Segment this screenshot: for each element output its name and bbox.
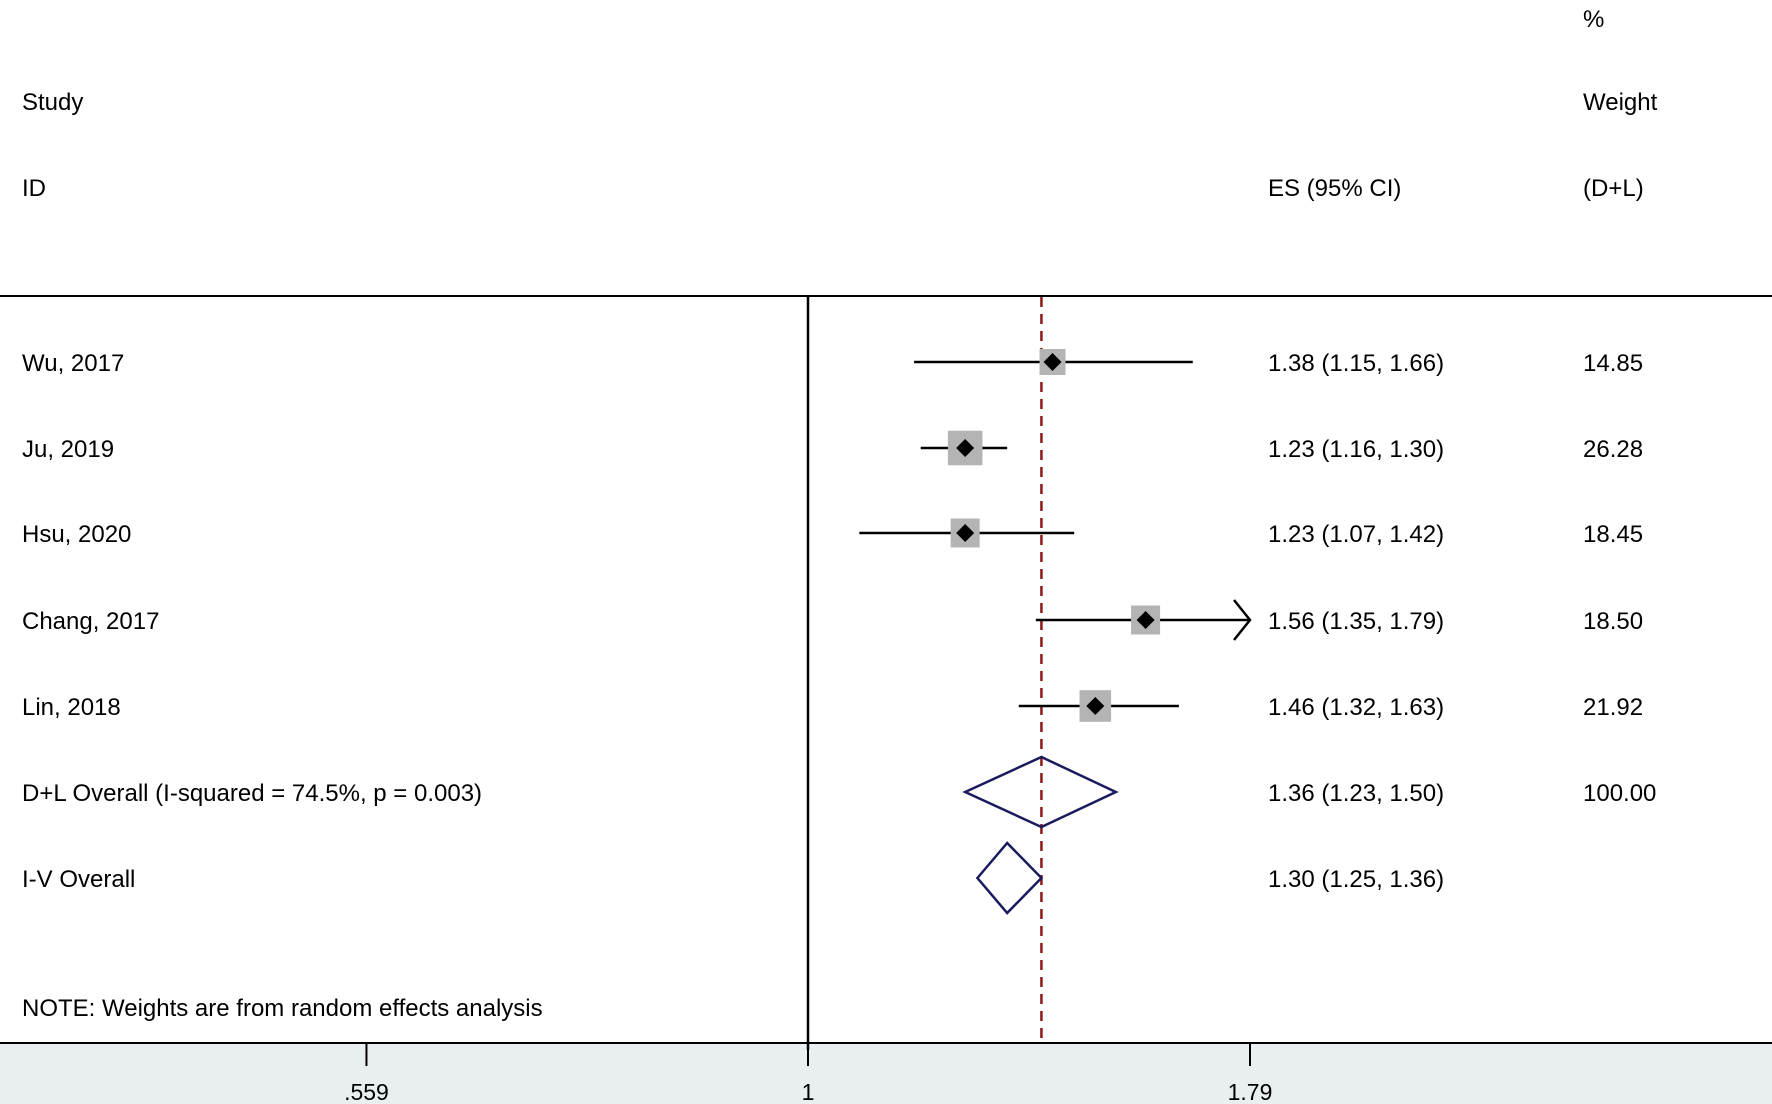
study-point-marker bbox=[1086, 697, 1105, 715]
pooled-diamond bbox=[962, 755, 1119, 829]
x-tick-label: .559 bbox=[344, 1079, 389, 1104]
study-weight-label: 21.92 bbox=[1583, 694, 1643, 721]
study-point-marker bbox=[1136, 611, 1155, 629]
pooled-es-label: 1.36 (1.23, 1.50) bbox=[1268, 780, 1444, 807]
pooled-weight-label: 100.00 bbox=[1583, 780, 1656, 807]
study-es-label: 1.38 (1.15, 1.66) bbox=[1268, 350, 1444, 377]
study-point-marker bbox=[956, 439, 975, 457]
note-text: NOTE: Weights are from random effects an… bbox=[22, 995, 543, 1022]
header-id: ID bbox=[22, 175, 46, 202]
study-weight-label: 14.85 bbox=[1583, 350, 1643, 377]
study-es-label: 1.23 (1.07, 1.42) bbox=[1268, 521, 1444, 548]
study-weight-label: 18.45 bbox=[1583, 521, 1643, 548]
study-id-label: Wu, 2017 bbox=[22, 350, 124, 377]
pooled-es-label: 1.30 (1.25, 1.36) bbox=[1268, 866, 1444, 893]
ci-arrow bbox=[1233, 599, 1252, 641]
study-point-marker bbox=[956, 524, 975, 542]
study-es-label: 1.46 (1.32, 1.63) bbox=[1268, 694, 1444, 721]
rows-group: Wu, 2017 1.38 (1.15, 1.66) 14.85 Ju, 2019 1.… bbox=[22, 349, 1656, 915]
axis-band bbox=[0, 1043, 1772, 1104]
pooled-id-label: I-V Overall bbox=[22, 866, 135, 893]
study-id-label: Chang, 2017 bbox=[22, 608, 159, 635]
study-es-label: 1.23 (1.16, 1.30) bbox=[1268, 436, 1444, 463]
x-tick-label: 1.79 bbox=[1228, 1079, 1273, 1104]
study-point-marker bbox=[1043, 353, 1062, 371]
study-id-label: Lin, 2018 bbox=[22, 694, 121, 721]
header-study: Study bbox=[22, 89, 83, 116]
study-es-label: 1.56 (1.35, 1.79) bbox=[1268, 608, 1444, 635]
header-weight: Weight bbox=[1583, 89, 1658, 116]
study-weight-label: 26.28 bbox=[1583, 436, 1643, 463]
study-id-label: Hsu, 2020 bbox=[22, 521, 131, 548]
pooled-id-label: D+L Overall (I-squared = 74.5%, p = 0.00… bbox=[22, 780, 482, 807]
pooled-diamond bbox=[975, 841, 1044, 915]
x-tick-label: 1 bbox=[802, 1079, 815, 1104]
study-weight-label: 18.50 bbox=[1583, 608, 1643, 635]
header-weight-method: (D+L) bbox=[1583, 175, 1644, 202]
header-es: ES (95% CI) bbox=[1268, 175, 1401, 202]
header-weight-percent: % bbox=[1583, 6, 1604, 33]
x-axis: .559 1 1.79 bbox=[344, 1043, 1272, 1104]
study-id-label: Ju, 2019 bbox=[22, 436, 114, 463]
